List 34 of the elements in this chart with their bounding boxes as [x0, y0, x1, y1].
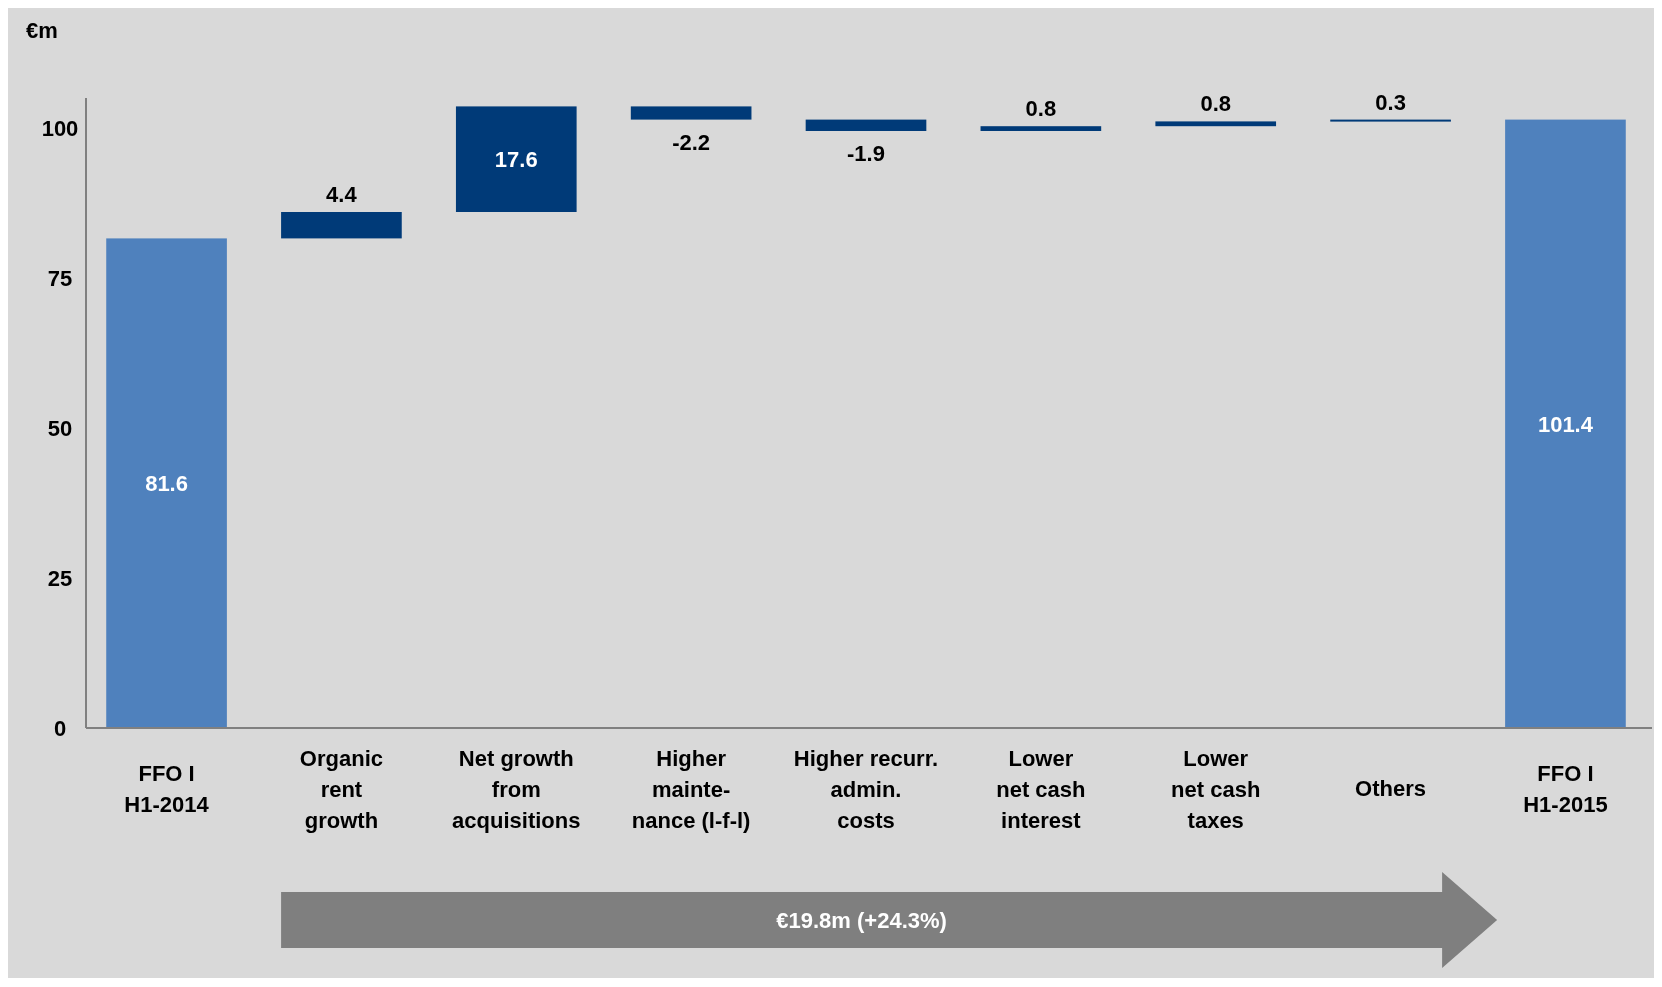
y-tick-label: 100: [41, 116, 79, 141]
bar: [630, 106, 752, 120]
data-label: 101.4: [1537, 411, 1594, 437]
bar: [1505, 119, 1626, 728]
bar: [805, 119, 927, 131]
data-label: 0.8: [1025, 96, 1057, 122]
x-tick-label: Higher recurr. admin. costs: [793, 746, 939, 833]
x-tick-label: FFO I H1-2014: [124, 761, 210, 817]
bar: [980, 126, 1102, 131]
x-tick-label: Net growth from acquisitions: [452, 746, 581, 833]
text: €19.8m (+24.3%): [776, 908, 947, 933]
data-label: 81.6: [145, 471, 188, 497]
bar: [1155, 121, 1277, 127]
x-tick-label: Others: [1355, 776, 1427, 801]
data-label: 0.8: [1200, 91, 1232, 117]
x-tick-label: Organic rent growth: [299, 746, 383, 833]
data-label: 0.3: [1375, 89, 1406, 115]
data-label: -2.2: [672, 129, 711, 155]
y-tick-label: 50: [47, 416, 73, 441]
bar: [106, 238, 227, 728]
bar: [455, 106, 577, 212]
data-label: -1.9: [847, 141, 885, 166]
bar: [281, 212, 402, 239]
x-tick-label: FFO I H1-2015: [1523, 761, 1608, 817]
y-tick-label: 0: [53, 716, 67, 741]
data-label: 17.6: [494, 147, 538, 173]
x-tick-label: Lower net cash taxes: [1171, 746, 1261, 833]
y-axis-title: €m: [26, 18, 58, 43]
y-tick-label: 75: [47, 266, 73, 291]
x-tick-label: Lower net cash interest: [996, 746, 1086, 833]
data-label: 4.4: [326, 182, 358, 207]
x-tick-label: Higher mainte- nance (l-f-l): [631, 746, 751, 833]
bar: [1330, 119, 1451, 122]
y-tick-label: 25: [47, 566, 73, 591]
